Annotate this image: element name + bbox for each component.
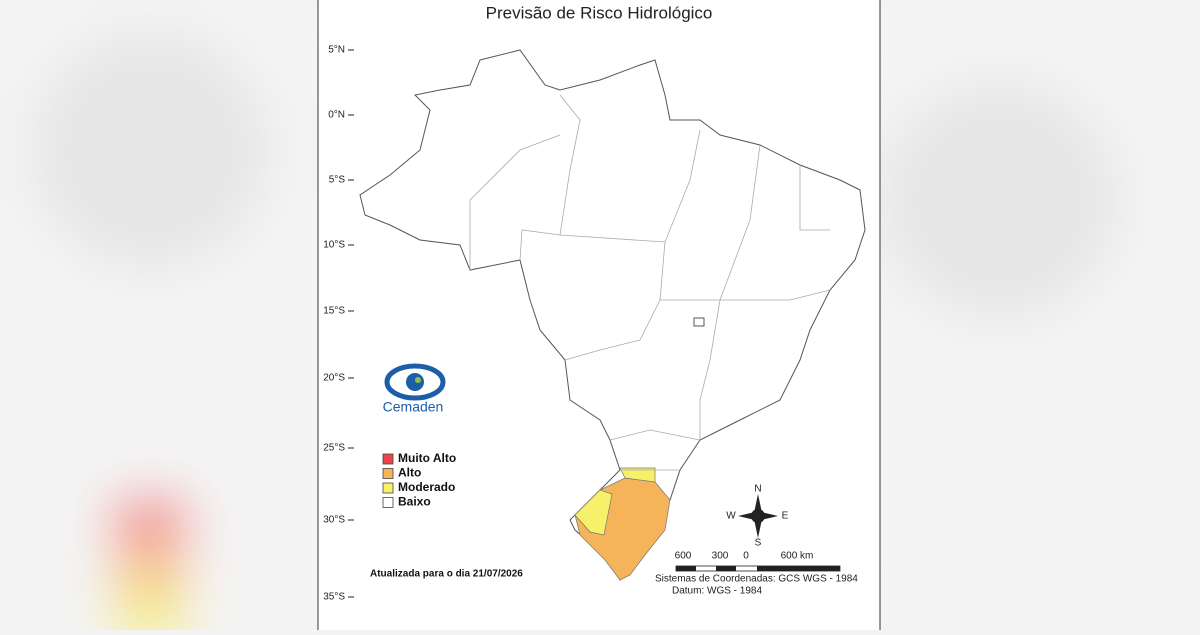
cemaden-logo: Cemaden [383,363,446,415]
map-title: Previsão de Risco Hidrológico [486,3,713,22]
logo-text: Cemaden [383,399,444,415]
latitude-label: 15°S [323,306,345,317]
legend-label: Alto [398,466,421,480]
scale-label: 600 km [781,551,814,562]
scale-label: 0 [743,551,749,562]
latitude-label: 10°S [323,240,345,251]
legend-swatch [382,497,394,508]
compass-w: W [726,511,736,522]
latitude-label: 5°S [329,175,346,186]
latitude-label: 30°S [323,515,345,526]
compass-n: N [754,484,761,495]
legend-swatch [382,482,394,494]
brazil-map [359,49,866,581]
legend-label: Moderado [398,480,455,494]
compass: N W E S [726,484,788,549]
scale-bar: 600 300 0 600 km [675,551,841,572]
compass-s: S [755,538,762,549]
latitude-label: 35°S [323,592,345,603]
legend-swatch [382,468,394,479]
latitude-label: 5°N [328,45,345,56]
compass-e: E [782,511,789,522]
update-date: Atualizada para o dia 21/07/2026 [370,569,523,580]
latitude-label: 20°S [323,373,345,384]
latitude-axis: 5°N 0°N 5°S 10°S 15°S 20°S 25°S 30°S 35°S [323,45,354,603]
legend-label: Baixo [398,495,431,509]
latitude-label: 25°S [323,443,345,454]
scale-label: 600 [675,551,692,562]
datum: Datum: WGS - 1984 [672,586,762,597]
coordinate-system: Sistemas de Coordenadas: GCS WGS - 1984 [655,574,858,585]
legend-label: Muito Alto [398,451,456,465]
latitude-label: 0°N [328,110,345,121]
legend-swatch [382,453,394,465]
scale-label: 300 [712,551,729,562]
